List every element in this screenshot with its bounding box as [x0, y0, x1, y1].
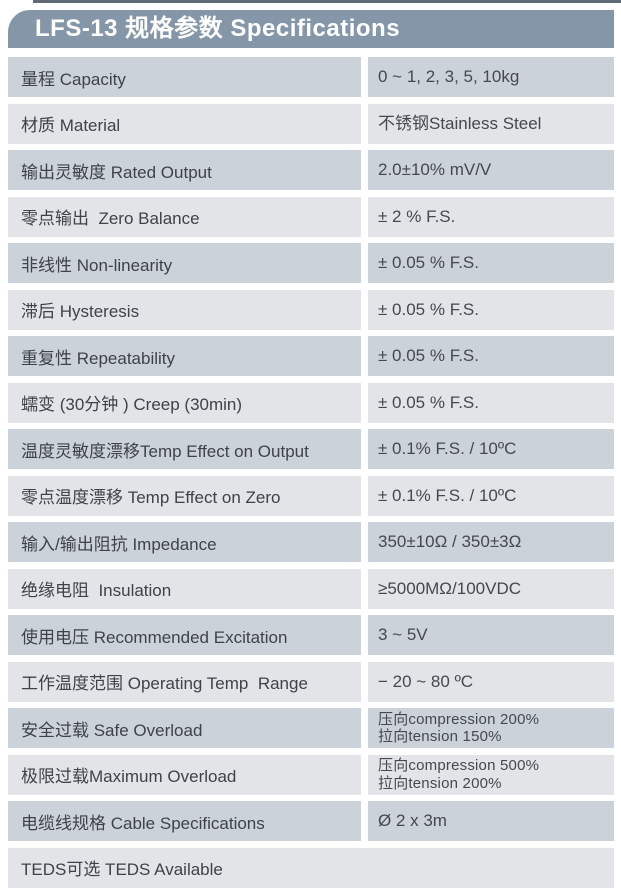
spec-table: LFS-13 规格参数 Specifications 量程 Capacity 0…	[8, 10, 614, 894]
spec-row: 材质 Material 不锈钢Stainless Steel	[8, 103, 614, 144]
spec-value-line: 0 ~ 1, 2, 3, 5, 10kg	[378, 67, 520, 86]
spec-label: 输出灵敏度 Rated Output	[8, 150, 361, 190]
spec-label: TEDS可选 TEDS Available	[8, 847, 614, 888]
spec-label: 温度灵敏度漂移Temp Effect on Output	[8, 429, 361, 469]
spec-value-line: ± 0.05 % F.S.	[378, 299, 479, 319]
spec-label: 使用电压 Recommended Excitation	[8, 615, 361, 655]
spec-row: 零点温度漂移 Temp Effect on Zero ± 0.1% F.S. /…	[8, 475, 614, 516]
spec-row: 输出灵敏度 Rated Output 2.0±10% mV/V	[8, 150, 614, 190]
table-header: LFS-13 规格参数 Specifications	[8, 10, 614, 48]
spec-value: 压向compression 200% 拉向tension 150%	[368, 708, 614, 748]
spec-value: ± 2 % F.S.	[368, 196, 614, 237]
spec-row: 使用电压 Recommended Excitation 3 ~ 5V	[8, 615, 614, 655]
spec-value: ± 0.05 % F.S.	[368, 336, 614, 376]
spec-value: 不锈钢Stainless Steel	[368, 103, 614, 144]
spec-label: 绝缘电阻 Insulation	[8, 568, 361, 609]
spec-label: 零点输出 Zero Balance	[8, 196, 361, 237]
spec-rows: 量程 Capacity 0 ~ 1, 2, 3, 5, 10kg 材质 Mate…	[8, 57, 614, 888]
spec-value-line: 3 ~ 5V	[378, 625, 428, 644]
spec-value-line: − 20 ~ 80 ºC	[378, 671, 474, 691]
spec-value-line: ± 0.05 % F.S.	[378, 253, 479, 272]
spec-label: 非线性 Non-linearity	[8, 243, 361, 283]
spec-row: 绝缘电阻 Insulation ≥5000MΩ/100VDC	[8, 568, 614, 609]
spec-label: 电缆线规格 Cable Specifications	[8, 801, 361, 841]
spec-label: 工作温度范围 Operating Temp Range	[8, 661, 361, 702]
spec-row: 量程 Capacity 0 ~ 1, 2, 3, 5, 10kg	[8, 57, 614, 97]
spec-value-line: ± 0.1% F.S. / 10ºC	[378, 485, 517, 505]
spec-value: 350±10Ω / 350±3Ω	[368, 522, 614, 562]
spec-label: 重复性 Repeatability	[8, 336, 361, 376]
spec-label: 量程 Capacity	[8, 57, 361, 97]
spec-label: 蠕变 (30分钟 ) Creep (30min)	[8, 382, 361, 423]
spec-row: 工作温度范围 Operating Temp Range − 20 ~ 80 ºC	[8, 661, 614, 702]
spec-row: 滞后 Hysteresis ± 0.05 % F.S.	[8, 289, 614, 330]
spec-row: 电缆线规格 Cable Specifications Ø 2 x 3m	[8, 801, 614, 841]
spec-row: 输入/输出阻抗 Impedance 350±10Ω / 350±3Ω	[8, 522, 614, 562]
spec-value: 3 ~ 5V	[368, 615, 614, 655]
spec-value-line: 不锈钢Stainless Steel	[378, 113, 542, 133]
spec-value-line: ± 0.1% F.S. / 10ºC	[378, 439, 517, 458]
spec-value-line: ± 0.05 % F.S.	[378, 392, 479, 412]
spec-value: 2.0±10% mV/V	[368, 150, 614, 190]
spec-label: 安全过载 Safe Overload	[8, 708, 361, 748]
spec-value-line: 2.0±10% mV/V	[378, 160, 492, 179]
spec-row: 重复性 Repeatability ± 0.05 % F.S.	[8, 336, 614, 376]
spec-row: 极限过载Maximum Overload 压向compression 500% 拉…	[8, 754, 614, 795]
spec-value: 压向compression 500% 拉向tension 200%	[368, 754, 614, 795]
spec-label: 材质 Material	[8, 103, 361, 144]
spec-value: ± 0.05 % F.S.	[368, 243, 614, 283]
spec-value: − 20 ~ 80 ºC	[368, 661, 614, 702]
spec-value-line: 压向compression 500%	[378, 757, 540, 774]
spec-value: ± 0.1% F.S. / 10ºC	[368, 429, 614, 469]
spec-value-line: 350±10Ω / 350±3Ω	[378, 532, 522, 551]
spec-label: 滞后 Hysteresis	[8, 289, 361, 330]
spec-value-line: ± 0.05 % F.S.	[378, 346, 479, 365]
spec-value: Ø 2 x 3m	[368, 801, 614, 841]
spec-label: 输入/输出阻抗 Impedance	[8, 522, 361, 562]
spec-value-line: ± 2 % F.S.	[378, 206, 456, 226]
spec-row: 非线性 Non-linearity ± 0.05 % F.S.	[8, 243, 614, 283]
spec-value-line: 拉向tension 150%	[378, 728, 502, 745]
spec-value: ≥5000MΩ/100VDC	[368, 568, 614, 609]
spec-label: 极限过载Maximum Overload	[8, 754, 361, 795]
table-title: LFS-13 规格参数 Specifications	[35, 15, 401, 42]
spec-value: ± 0.05 % F.S.	[368, 289, 614, 330]
spec-value: 0 ~ 1, 2, 3, 5, 10kg	[368, 57, 614, 97]
spec-value-line: Ø 2 x 3m	[378, 811, 447, 830]
spec-value-line: ≥5000MΩ/100VDC	[378, 578, 521, 598]
spec-row: TEDS可选 TEDS Available	[8, 847, 614, 888]
spec-value: ± 0.05 % F.S.	[368, 382, 614, 423]
page-top-edge	[33, 0, 621, 3]
spec-value-line: 压向compression 200%	[378, 710, 540, 728]
spec-row: 零点输出 Zero Balance ± 2 % F.S.	[8, 196, 614, 237]
spec-label: 零点温度漂移 Temp Effect on Zero	[8, 475, 361, 516]
spec-value: ± 0.1% F.S. / 10ºC	[368, 475, 614, 516]
spec-value-line: 拉向tension 200%	[378, 774, 502, 792]
spec-row: 安全过载 Safe Overload 压向compression 200% 拉向t…	[8, 708, 614, 748]
spec-row: 蠕变 (30分钟 ) Creep (30min) ± 0.05 % F.S.	[8, 382, 614, 423]
spec-row: 温度灵敏度漂移Temp Effect on Output ± 0.1% F.S.…	[8, 429, 614, 469]
